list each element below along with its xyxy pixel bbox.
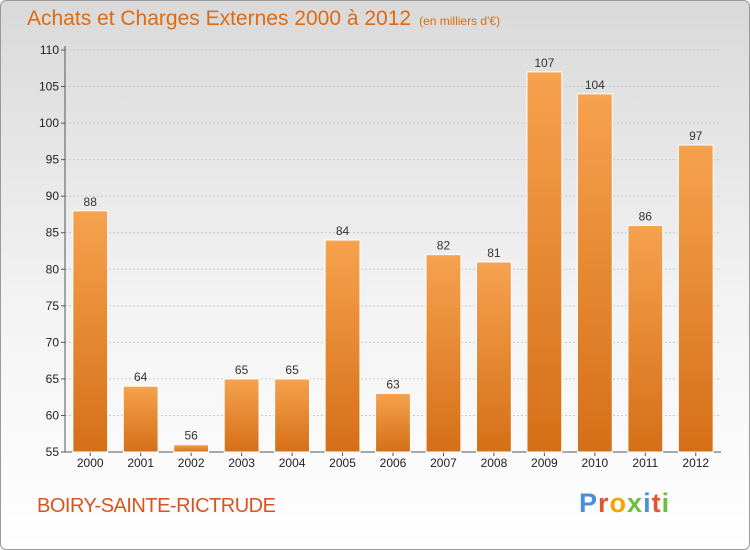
y-tick-label: 65	[46, 372, 60, 386]
data-label-2002: 56	[184, 429, 198, 443]
bar-2007	[425, 254, 462, 453]
data-label-2007: 82	[437, 239, 451, 253]
bar-2010	[576, 93, 613, 453]
data-label-2000: 88	[84, 195, 98, 209]
data-label-2006: 63	[386, 378, 400, 392]
data-label-2003: 65	[235, 363, 249, 377]
x-tick-label-2003: 2003	[228, 456, 255, 470]
y-tick-label: 105	[39, 80, 59, 94]
chart-subtitle: (en milliers d'€)	[419, 14, 501, 28]
data-label-2012: 97	[689, 129, 703, 143]
x-tick-label-2005: 2005	[329, 456, 356, 470]
commune-name: BOIRY-SAINTE-RICTRUDE	[37, 495, 276, 517]
x-tick-label-2001: 2001	[127, 456, 154, 470]
chart-title: Achats et Charges Externes 2000 à 2012 (e…	[27, 7, 500, 31]
bar-2009	[526, 71, 563, 453]
data-label-2001: 64	[134, 370, 148, 384]
y-tick-label: 90	[46, 189, 60, 203]
x-tick-label-2007: 2007	[430, 456, 457, 470]
y-tick-label: 100	[39, 116, 59, 130]
bar-2004	[274, 378, 310, 453]
x-tick-label-2002: 2002	[178, 456, 205, 470]
bar-2005	[324, 239, 361, 453]
data-label-2008: 81	[487, 246, 501, 260]
y-tick-label: 110	[40, 43, 59, 57]
data-label-2005: 84	[336, 224, 350, 238]
bar-2002	[173, 444, 210, 453]
y-tick-label: 60	[46, 408, 60, 422]
bar-2003	[223, 378, 260, 453]
x-tick-label-2004: 2004	[279, 456, 306, 470]
bar-2008	[476, 261, 512, 453]
y-tick-label: 80	[46, 262, 60, 276]
data-label-2009: 107	[534, 56, 554, 70]
bar-2011	[627, 224, 664, 453]
bar-2001	[122, 385, 159, 453]
y-tick-label: 55	[46, 445, 60, 459]
x-tick-label-2009: 2009	[531, 456, 558, 470]
x-tick-label-2012: 2012	[682, 456, 709, 470]
data-label-2010: 104	[585, 78, 605, 92]
chart-title-text: Achats et Charges Externes 2000 à 2012	[27, 7, 412, 30]
y-tick-label: 95	[46, 153, 60, 167]
x-tick-label-2010: 2010	[581, 456, 608, 470]
x-tick-label-2000: 2000	[77, 456, 104, 470]
x-tick-label-2011: 2011	[632, 456, 658, 470]
data-label-2004: 65	[285, 363, 299, 377]
data-label-2011: 86	[639, 209, 653, 223]
y-tick-label: 75	[46, 299, 60, 313]
y-tick-label: 85	[46, 226, 60, 240]
x-tick-label-2006: 2006	[380, 456, 407, 470]
bar-2012	[677, 144, 714, 453]
bar-2006	[375, 393, 411, 453]
bar-2000	[72, 210, 109, 453]
y-tick-label: 70	[46, 335, 60, 349]
x-tick-label-2008: 2008	[481, 456, 508, 470]
proxiti-logo[interactable]: Proxiti	[579, 488, 671, 518]
